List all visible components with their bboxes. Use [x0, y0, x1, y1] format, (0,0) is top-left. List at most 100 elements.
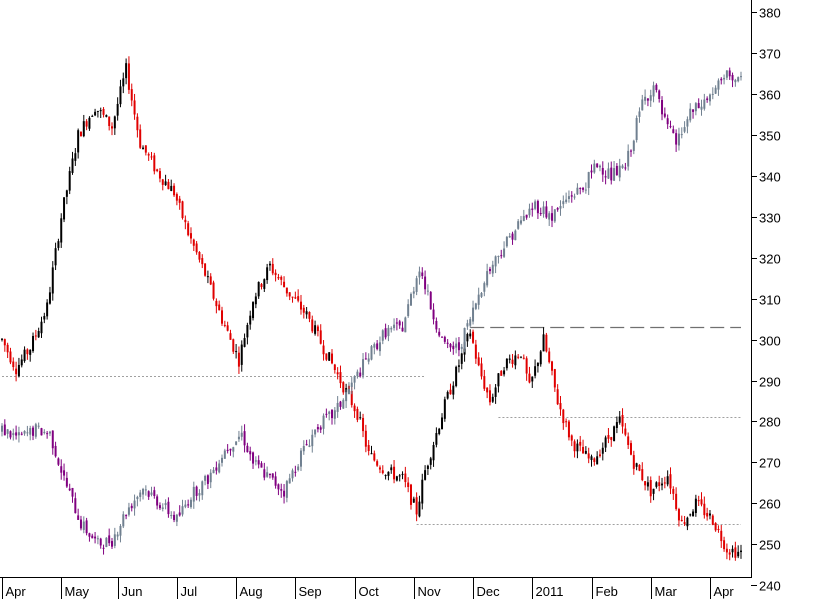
y-axis-ticks: 380 370 360 350 340 330 320 310 300 290 280 270 260 2… — [751, 6, 781, 594]
candle — [108, 528, 111, 547]
candle — [254, 456, 257, 466]
candle — [246, 442, 249, 453]
candle — [474, 302, 477, 311]
candle — [610, 436, 613, 447]
candle — [661, 477, 664, 491]
candle — [342, 398, 345, 410]
candle — [20, 354, 23, 368]
candle — [6, 429, 9, 439]
candle — [717, 525, 720, 533]
candle — [570, 191, 573, 203]
candle — [364, 424, 367, 453]
candle — [223, 448, 226, 459]
candle — [252, 451, 255, 469]
candle — [63, 463, 66, 481]
candle — [158, 168, 161, 183]
candle — [184, 500, 187, 509]
candle — [48, 430, 51, 437]
candle — [187, 220, 190, 237]
candle — [268, 261, 271, 271]
candle — [187, 499, 190, 508]
candle — [740, 71, 742, 81]
candle — [463, 327, 466, 353]
x-tick-label: Nov — [418, 584, 442, 599]
candle — [130, 83, 133, 107]
candle — [119, 79, 122, 108]
candle — [629, 149, 632, 157]
candle — [85, 517, 88, 536]
candle — [426, 284, 429, 296]
candle — [195, 485, 198, 501]
candle — [243, 424, 246, 453]
candle — [390, 464, 393, 474]
candle — [457, 337, 460, 357]
candle — [503, 366, 506, 377]
candle — [336, 367, 339, 380]
candle — [153, 152, 156, 175]
candle — [542, 201, 545, 218]
candle — [43, 429, 46, 435]
candle — [65, 189, 68, 205]
candle — [280, 275, 283, 286]
candle — [198, 489, 201, 502]
candle — [34, 422, 37, 439]
candle — [503, 241, 506, 258]
candle — [562, 408, 565, 430]
candle — [268, 473, 271, 479]
candle — [221, 306, 224, 326]
candle — [167, 497, 170, 518]
candle — [170, 511, 173, 519]
candle — [514, 350, 517, 370]
x-tick-label: Mar — [655, 584, 678, 599]
candle — [438, 328, 441, 338]
candle — [466, 319, 469, 330]
candle — [113, 527, 116, 549]
candle — [37, 327, 40, 338]
candle — [666, 114, 669, 129]
y-tick-label: 280 — [759, 415, 781, 430]
candle — [607, 162, 610, 179]
candle — [297, 464, 300, 472]
candle — [539, 349, 542, 367]
candle — [144, 145, 147, 156]
y-tick-label: 270 — [759, 456, 781, 471]
candle — [150, 152, 153, 160]
candle — [675, 129, 678, 152]
candle — [311, 315, 314, 334]
candle — [288, 292, 291, 301]
candle — [299, 448, 302, 472]
candle — [556, 384, 559, 406]
candle — [353, 403, 356, 418]
candle — [57, 238, 60, 251]
candle — [288, 473, 291, 484]
candle — [644, 481, 647, 491]
candle — [404, 466, 407, 488]
candle — [522, 209, 525, 222]
candle — [737, 76, 740, 83]
candle — [249, 446, 252, 461]
x-tick-label: Dec — [477, 584, 501, 599]
candle — [466, 332, 469, 347]
candle — [652, 81, 655, 103]
candle — [635, 115, 638, 143]
candle — [243, 333, 246, 348]
candle — [74, 492, 77, 514]
candle — [531, 376, 534, 388]
candle — [353, 375, 356, 390]
candle — [497, 255, 500, 264]
candle — [322, 340, 325, 361]
candle — [441, 413, 444, 430]
candle — [517, 219, 520, 230]
candle — [452, 381, 455, 400]
candle — [88, 532, 91, 542]
candle — [325, 353, 328, 362]
candle — [593, 457, 596, 466]
candle — [683, 121, 686, 134]
candle — [175, 513, 178, 527]
candle — [32, 425, 35, 441]
candle — [246, 322, 249, 345]
candle — [536, 199, 539, 220]
candle — [607, 428, 610, 444]
x-tick-label: Apr — [6, 584, 27, 599]
candle — [567, 190, 570, 203]
